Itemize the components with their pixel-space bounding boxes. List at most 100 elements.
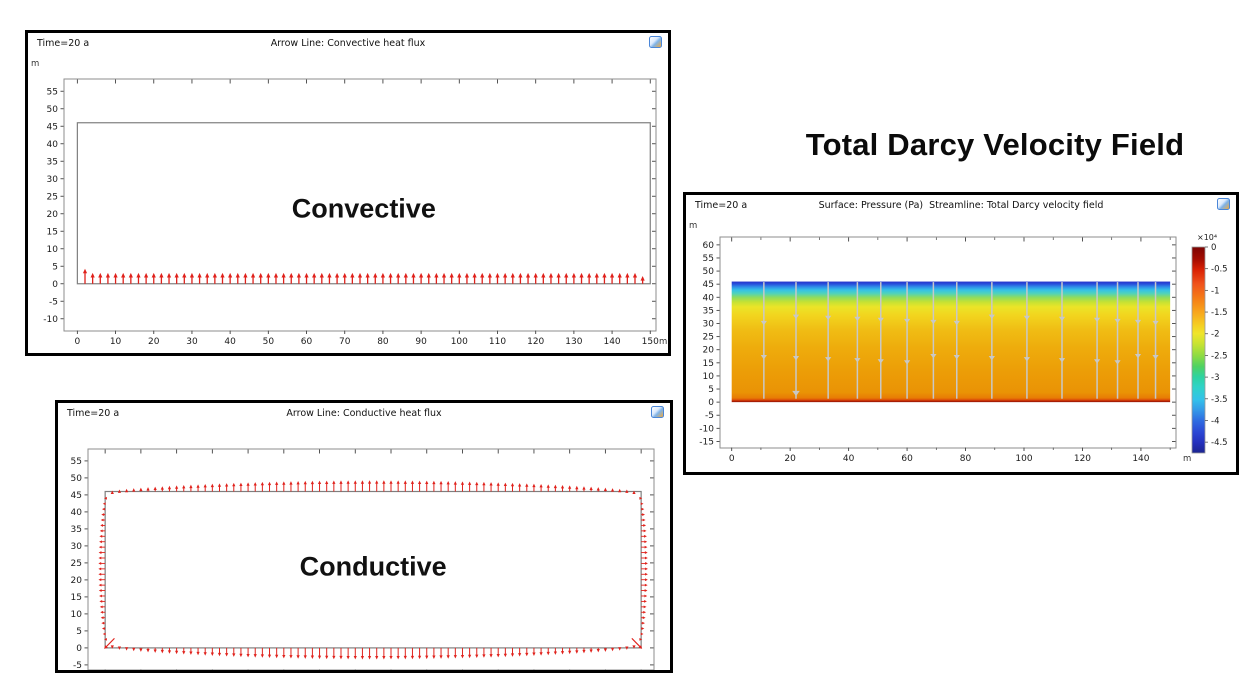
svg-text:50: 50 [703, 267, 715, 277]
figure-heading: Total Darcy Velocity Field [805, 127, 1185, 162]
svg-text:140: 140 [603, 337, 620, 347]
svg-text:Convective: Convective [292, 194, 436, 224]
svg-text:-2.5: -2.5 [1211, 351, 1228, 361]
svg-text:0: 0 [76, 644, 82, 654]
svg-text:-0.5: -0.5 [1211, 265, 1228, 275]
svg-text:30: 30 [71, 542, 83, 552]
svg-text:20: 20 [148, 337, 160, 347]
svg-text:m: m [689, 221, 697, 231]
svg-text:35: 35 [47, 157, 58, 167]
svg-text:45: 45 [47, 122, 58, 132]
svg-text:m: m [1183, 454, 1191, 464]
svg-text:30: 30 [186, 337, 198, 347]
svg-text:-3.5: -3.5 [1211, 395, 1228, 405]
svg-text:0: 0 [729, 454, 735, 464]
plot-window-darcy-velocity: Time=20 a Surface: Pressure (Pa) Streaml… [683, 192, 1239, 475]
svg-text:10: 10 [47, 245, 59, 255]
svg-text:55: 55 [47, 87, 58, 97]
darcy-plot-canvas[interactable]: 0 20 40 60 80 100 120 140 60 55 50 45 40 35 30 25 20 15 10… [686, 215, 1236, 477]
svg-text:-4.5: -4.5 [1211, 438, 1228, 448]
svg-text:50: 50 [263, 337, 275, 347]
float-window-icon[interactable] [649, 36, 662, 48]
svg-text:40: 40 [224, 337, 236, 347]
svg-text:150: 150 [642, 337, 659, 347]
plot-window-title: Arrow Line: Convective heat flux [270, 38, 426, 49]
svg-text:Conductive: Conductive [300, 551, 447, 581]
svg-text:25: 25 [71, 559, 82, 569]
float-window-icon[interactable] [1217, 198, 1230, 210]
svg-text:0: 0 [1211, 243, 1216, 253]
svg-text:m: m [31, 59, 39, 69]
svg-text:45: 45 [703, 280, 714, 290]
svg-text:15: 15 [47, 227, 58, 237]
svg-text:50: 50 [71, 474, 83, 484]
svg-text:50: 50 [47, 105, 59, 115]
svg-text:15: 15 [703, 359, 714, 369]
svg-text:0: 0 [52, 280, 58, 290]
svg-text:30: 30 [47, 175, 59, 185]
plot-window-header: Time=20 a Arrow Line: Convective heat fl… [28, 33, 668, 53]
svg-text:20: 20 [703, 346, 715, 356]
svg-text:-4: -4 [1211, 416, 1219, 426]
svg-text:5: 5 [708, 385, 714, 395]
svg-text:m: m [659, 337, 667, 347]
time-annotation: Time=20 a [37, 38, 90, 49]
plot-window-header: Time=20 a Surface: Pressure (Pa) Streaml… [686, 195, 1236, 215]
svg-text:35: 35 [703, 306, 714, 316]
svg-text:30: 30 [703, 319, 715, 329]
svg-text:130: 130 [565, 337, 582, 347]
svg-text:-5: -5 [705, 411, 714, 421]
time-annotation: Time=20 a [695, 200, 748, 211]
svg-text:20: 20 [71, 576, 83, 586]
svg-text:-10: -10 [43, 315, 58, 325]
svg-text:0: 0 [708, 398, 714, 408]
svg-text:0: 0 [75, 337, 81, 347]
svg-text:15: 15 [71, 593, 82, 603]
svg-text:10: 10 [71, 610, 83, 620]
svg-text:-1.5: -1.5 [1211, 308, 1228, 318]
svg-text:140: 140 [1132, 454, 1149, 464]
svg-text:80: 80 [960, 454, 972, 464]
svg-text:40: 40 [703, 293, 715, 303]
svg-text:45: 45 [71, 491, 82, 501]
svg-text:120: 120 [527, 337, 544, 347]
svg-text:60: 60 [703, 241, 715, 251]
float-window-icon[interactable] [651, 406, 664, 418]
svg-text:-1: -1 [1211, 286, 1219, 296]
svg-text:55: 55 [71, 457, 82, 467]
convective-plot-canvas[interactable]: 0 10 20 30 40 50 60 70 80 90 100 110 120 130 140 150 55 5… [28, 53, 668, 358]
svg-text:×10⁴: ×10⁴ [1197, 233, 1217, 242]
svg-text:25: 25 [703, 333, 714, 343]
svg-text:60: 60 [301, 337, 313, 347]
svg-text:-5: -5 [73, 661, 82, 670]
plot-window-title: Arrow Line: Conductive heat flux [286, 408, 442, 419]
svg-text:120: 120 [1074, 454, 1091, 464]
svg-text:80: 80 [377, 337, 389, 347]
plot-window-header: Time=20 a Arrow Line: Conductive heat fl… [58, 403, 670, 423]
svg-text:-3: -3 [1211, 373, 1219, 383]
svg-text:70: 70 [339, 337, 351, 347]
conductive-plot-canvas[interactable]: 55 50 45 40 35 30 25 20 15 10 5 0 -5 Conductive [58, 423, 670, 675]
svg-text:10: 10 [110, 337, 122, 347]
svg-text:10: 10 [703, 372, 715, 382]
svg-text:-10: -10 [699, 424, 714, 434]
svg-text:90: 90 [415, 337, 427, 347]
svg-text:40: 40 [47, 140, 59, 150]
svg-text:110: 110 [489, 337, 506, 347]
svg-text:20: 20 [784, 454, 796, 464]
svg-text:-15: -15 [699, 437, 714, 447]
time-annotation: Time=20 a [67, 408, 120, 419]
plot-window-title: Surface: Pressure (Pa) Streamline: Total… [818, 200, 1104, 211]
svg-text:100: 100 [451, 337, 468, 347]
svg-text:35: 35 [71, 525, 82, 535]
svg-text:-5: -5 [49, 297, 58, 307]
svg-text:-2: -2 [1211, 330, 1219, 340]
svg-text:60: 60 [901, 454, 913, 464]
svg-text:55: 55 [703, 254, 714, 264]
plot-window-convective-heat-flux: Time=20 a Arrow Line: Convective heat fl… [25, 30, 671, 356]
svg-text:40: 40 [71, 508, 83, 518]
svg-text:25: 25 [47, 192, 58, 202]
svg-text:20: 20 [47, 210, 59, 220]
svg-text:100: 100 [1015, 454, 1032, 464]
